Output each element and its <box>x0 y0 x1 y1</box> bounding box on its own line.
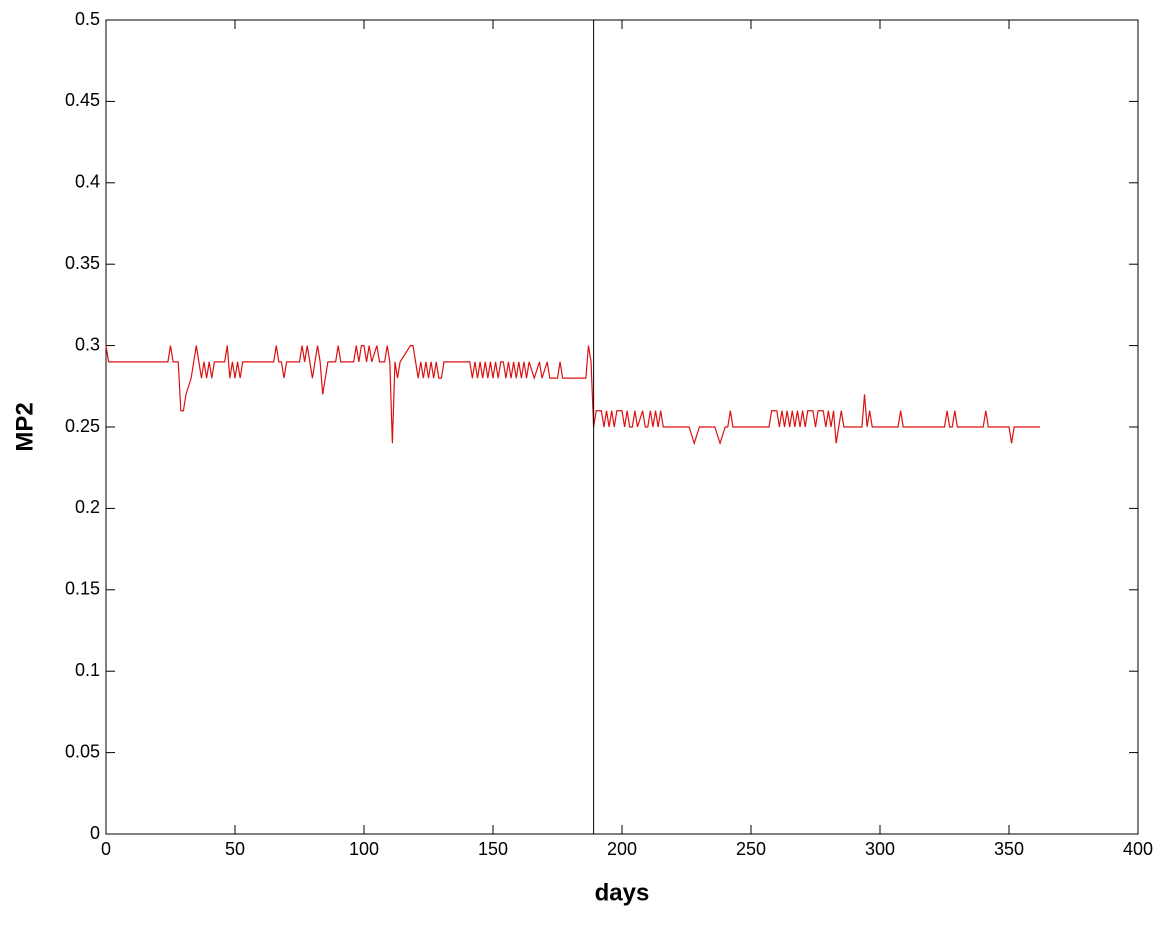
y-tick-label: 0.45 <box>65 90 100 110</box>
x-tick-label: 150 <box>478 839 508 859</box>
x-tick-label: 50 <box>225 839 245 859</box>
y-tick-label: 0.5 <box>75 9 100 29</box>
y-tick-label: 0 <box>90 823 100 843</box>
x-tick-label: 250 <box>736 839 766 859</box>
y-tick-label: 0.25 <box>65 416 100 436</box>
y-tick-label: 0.1 <box>75 660 100 680</box>
data-line <box>105 345 1040 446</box>
x-tick-label: 200 <box>607 839 637 859</box>
y-tick-label: 0.05 <box>65 741 100 761</box>
x-axis-label: days <box>595 879 650 906</box>
y-axis-label: MP2 <box>11 402 38 451</box>
y-tick-label: 0.3 <box>75 334 100 354</box>
x-tick-label: 400 <box>1123 839 1153 859</box>
y-tick-label: 0.15 <box>65 579 100 599</box>
x-tick-label: 350 <box>994 839 1024 859</box>
y-tick-label: 0.2 <box>75 497 100 517</box>
x-tick-label: 300 <box>865 839 895 859</box>
y-tick-label: 0.4 <box>75 172 100 192</box>
x-tick-label: 100 <box>349 839 379 859</box>
x-tick-label: 0 <box>101 839 111 859</box>
y-tick-label: 0.35 <box>65 253 100 273</box>
